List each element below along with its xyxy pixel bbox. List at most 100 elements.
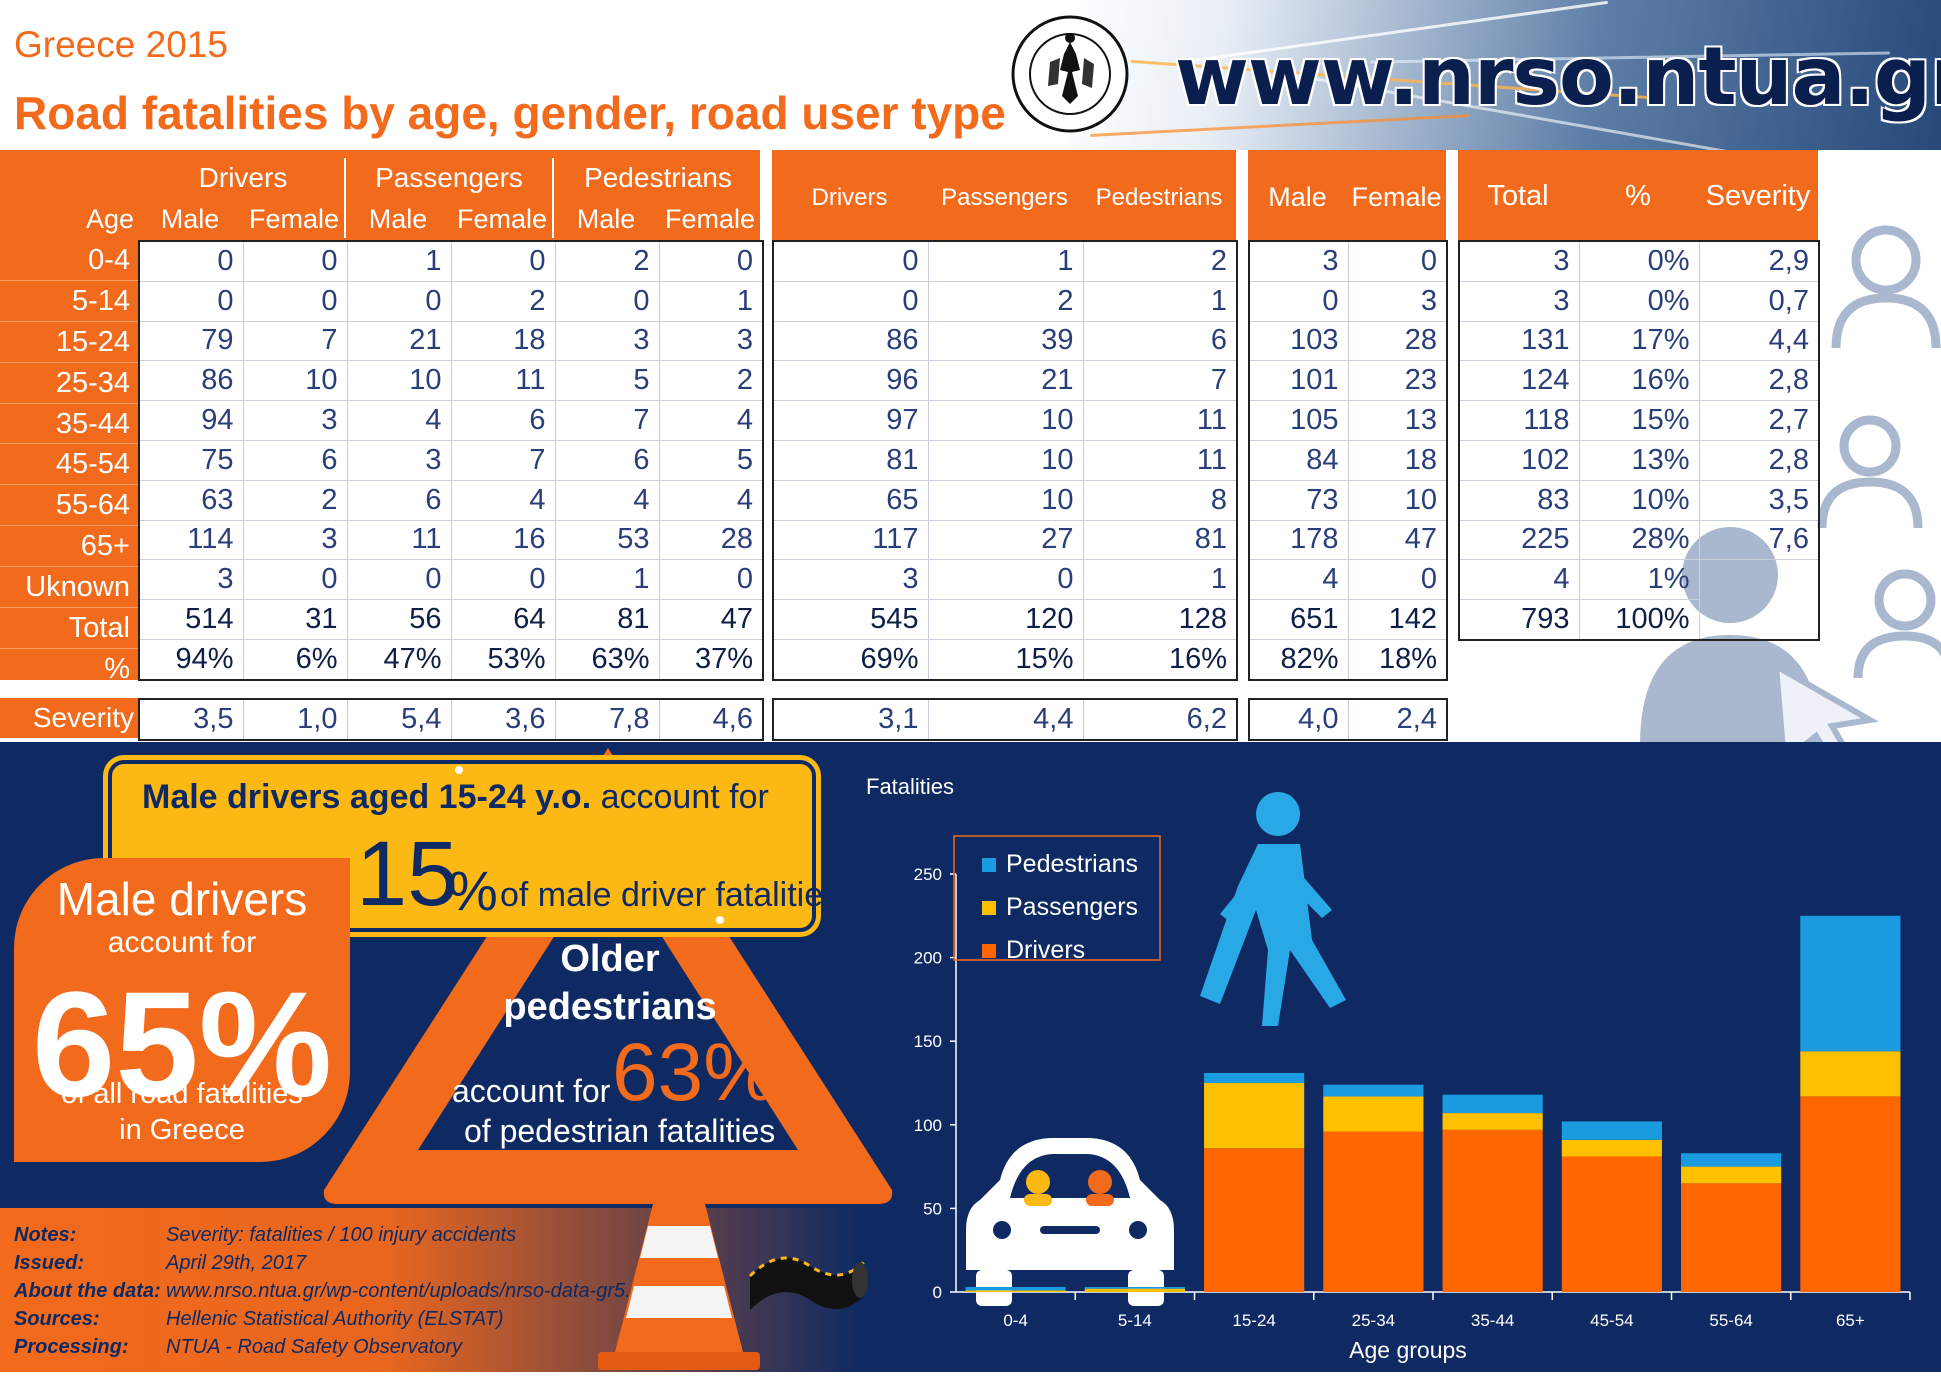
sub-header-female: Female — [664, 204, 756, 234]
website-url: www.nrso.ntua.gr — [1175, 30, 1941, 123]
table-cell: 3 — [242, 400, 348, 441]
table-cell: 142 — [1347, 599, 1448, 640]
table-cell: 225 — [1458, 519, 1580, 561]
table4-headers: Total % Severity — [1458, 180, 1818, 213]
table-cell: 10 — [1347, 479, 1448, 521]
triangle-line3: account for — [452, 1073, 611, 1109]
table-cell: 39 — [927, 320, 1084, 362]
table-cell: 3,1 — [772, 698, 929, 741]
sub-header-male: Male — [160, 204, 220, 234]
table-cell: 6 — [554, 439, 660, 481]
table-cell: 7 — [450, 439, 556, 481]
note-key: Sources: — [14, 1308, 100, 1330]
sign-percent-number: 15 — [356, 823, 459, 925]
table4-header-percent: % — [1625, 180, 1651, 212]
table-cell: 1 — [927, 240, 1084, 282]
table-cell: 56 — [346, 599, 452, 640]
note-value: April 29th, 2017 — [166, 1252, 307, 1274]
bar-passengers-65+ — [1800, 1051, 1901, 1097]
table-cell: 3,5 — [138, 698, 244, 741]
y-tick-label: 250 — [914, 865, 942, 884]
table-cell: 124 — [1458, 360, 1580, 402]
group-divider — [344, 158, 346, 238]
table-cell: 1,0 — [242, 698, 348, 741]
table-cell: 6,2 — [1082, 698, 1238, 741]
table-cell: 0 — [242, 240, 348, 282]
table2-body: 0 1 2 0 2 1 86 39 6 96 21 7 97 10 11 81 10 11 65 10 8 117 27 81… — [772, 240, 1238, 681]
table3-severity-row: 4,0 2,4 — [1248, 698, 1448, 741]
table4-header-severity: Severity — [1705, 180, 1811, 212]
x-tick-label: 25-34 — [1352, 1311, 1395, 1330]
bar-pedestrians-15-24 — [1204, 1072, 1305, 1083]
table4-body: 3 0% 2,9 3 0% 0,7 131 17% 4,4 124 16% 2,8 118 15% 2,7 1… — [1458, 240, 1820, 641]
table-row: 545 120 128 — [772, 599, 1238, 640]
bar-drivers-15-24 — [1204, 1148, 1305, 1292]
severity-label: Severity — [32, 702, 134, 733]
bar-drivers-25-34 — [1323, 1131, 1424, 1292]
table2-header-band — [772, 150, 1236, 240]
table-cell: 3 — [1248, 240, 1349, 282]
table-row: 225 28% 7,6 — [1458, 519, 1820, 561]
y-tick-label: 50 — [923, 1199, 942, 1218]
sign-headline-bold: Male drivers aged 15-24 y.o. — [142, 778, 592, 816]
table-cell: 0% — [1578, 240, 1700, 282]
table-row: 83 10% 3,5 — [1458, 479, 1820, 521]
table-cell: 79 — [138, 320, 244, 362]
table-row: 3,5 1,0 5,4 3,6 7,8 4,6 — [138, 698, 764, 741]
table-row: 793 100% — [1458, 599, 1819, 641]
table-cell: 1 — [658, 280, 764, 322]
table-cell: 0 — [242, 280, 348, 322]
table-row: 131 17% 4,4 — [1458, 320, 1820, 362]
table-cell: 103 — [1248, 320, 1349, 362]
card-line1: Male drivers — [56, 873, 308, 925]
table-cell: 31 — [242, 599, 348, 640]
table-cell: 3 — [554, 320, 660, 362]
card-percent: 65% — [31, 960, 333, 1128]
bar-passengers-15-24 — [1204, 1083, 1305, 1149]
table-cell: 2 — [450, 280, 556, 322]
table-cell — [1699, 600, 1819, 640]
table-cell: 10 — [927, 479, 1084, 521]
table-cell: 6 — [1082, 320, 1238, 362]
age-label: 25-34 — [0, 363, 138, 404]
bar-drivers-45-54 — [1561, 1156, 1662, 1292]
note-key: About the data: — [14, 1280, 161, 1302]
table-row: 86 10 10 11 5 2 — [138, 360, 764, 402]
table-cell: 65 — [772, 479, 929, 521]
bar-pedestrians-65+ — [1800, 915, 1901, 1052]
table-cell: 4,4 — [1698, 320, 1820, 362]
table-cell: 75 — [138, 439, 244, 481]
table-cell: 28% — [1578, 519, 1700, 561]
table-cell: 27 — [927, 519, 1084, 561]
table-cell: 4 — [450, 479, 556, 521]
table-cell: 6% — [242, 638, 348, 681]
table2-header-pedestrians: Pedestrians — [1095, 184, 1223, 211]
table-cell: 53 — [554, 519, 660, 561]
legend-label-passengers: Passengers — [1006, 893, 1138, 921]
table-cell: 15% — [927, 638, 1084, 681]
table-cell: 0 — [346, 280, 452, 322]
table-cell: 178 — [1248, 519, 1349, 561]
table-cell: 5,4 — [346, 698, 452, 741]
note-value: Severity: fatalities / 100 injury accide… — [166, 1224, 517, 1246]
table-cell: 0 — [138, 240, 244, 282]
table-cell: 2 — [927, 280, 1084, 322]
table4: 3 0% 2,9 3 0% 0,7 131 17% 4,4 124 16% 2,8 118 15% 2,7 1… — [1458, 240, 1820, 641]
table-cell: 18 — [1347, 439, 1448, 481]
age-labels: 0-4 5-14 15-24 25-34 35-44 45-54 55-64 65+ Uknow… — [0, 240, 138, 690]
table-cell: 96 — [772, 360, 929, 402]
sign-screw-icon — [455, 766, 463, 774]
age-label: 35-44 — [0, 404, 138, 445]
table-cell: 47% — [346, 638, 452, 681]
note-key: Processing: — [14, 1336, 129, 1358]
table-cell: 4 — [1458, 559, 1580, 601]
table-cell: 4,4 — [927, 698, 1084, 741]
table-cell: 6 — [242, 439, 348, 481]
table2-severity-row: 3,1 4,4 6,2 — [772, 698, 1238, 741]
note-value-link[interactable]: www.nrso.ntua.gr/wp-content/uploads/nrso… — [166, 1280, 659, 1302]
table-cell: 10% — [1578, 479, 1700, 521]
table-cell: 6 — [450, 400, 556, 441]
age-label: Uknown — [0, 567, 138, 609]
